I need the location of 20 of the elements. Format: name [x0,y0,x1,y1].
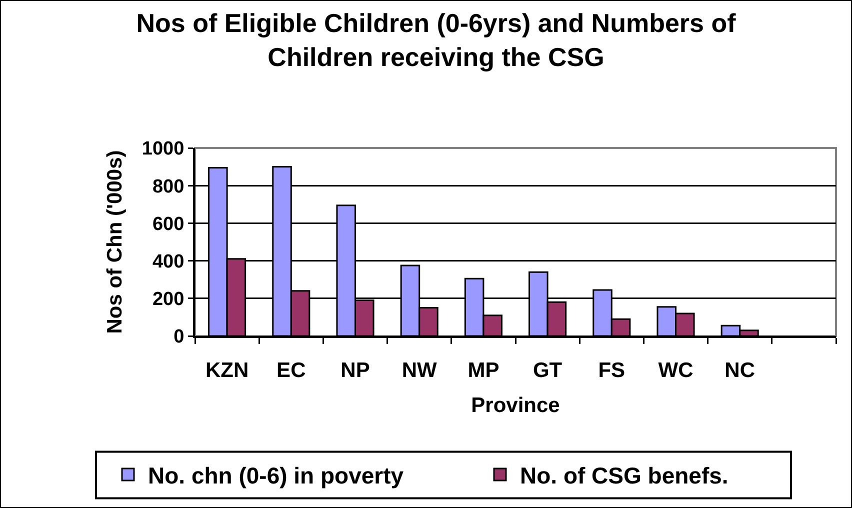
x-tick-label: NW [402,359,438,382]
y-tick-label: 0 [174,326,184,348]
x-tick-label: GT [532,359,562,382]
x-tick-label: EC [276,359,306,382]
y-tick-label: 200 [152,289,184,310]
x-tick-label: MP [468,359,500,382]
y-axis-title: Nos of Chn ('000s) [104,150,127,334]
legend-label: No. of CSG benefs. [520,462,728,488]
legend-label: No. chn (0-6) in poverty [148,462,404,488]
x-tick-label: NC [724,359,756,382]
chart-title: Nos of Eligible Children (0-6yrs) and Numbers of Children receiving the CSG [136,8,736,72]
y-tick-label: 800 [152,176,184,198]
x-tick-label: FS [598,359,626,382]
x-tick-label: WC [658,359,694,382]
x-axis-title: Province [471,394,560,417]
x-tick-label: NP [340,359,370,382]
y-tick-label: 400 [152,251,184,272]
y-tick-label: 1000 [142,138,184,160]
x-tick-label: KZN [205,359,249,382]
y-tick-label: 600 [152,214,184,235]
